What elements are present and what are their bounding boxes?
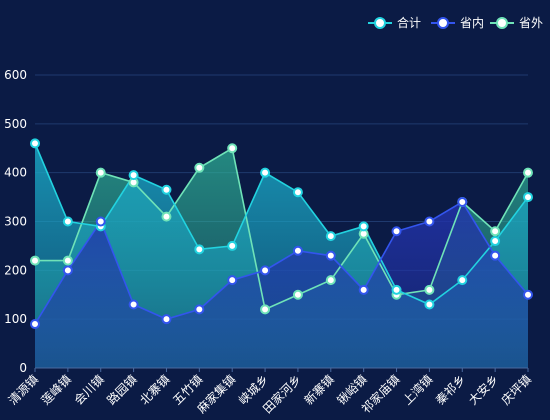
y-tick-label: 400 [4, 166, 27, 180]
data-point[interactable] [523, 289, 533, 300]
y-tick-label: 0 [19, 361, 27, 375]
legend-item[interactable]: 省外 [490, 16, 543, 30]
x-tick-label: 清源镇 [6, 372, 41, 407]
data-point[interactable] [62, 216, 73, 227]
data-point[interactable] [523, 167, 533, 178]
data-point[interactable] [95, 167, 106, 178]
y-tick-label: 100 [4, 312, 27, 326]
data-point[interactable] [161, 211, 172, 222]
x-tick-label: 大安乡 [465, 372, 501, 408]
data-point[interactable] [457, 275, 468, 286]
legend-marker [437, 17, 449, 29]
legend-item[interactable]: 合计 [368, 15, 421, 30]
y-tick-label: 200 [4, 263, 27, 277]
data-point[interactable] [490, 236, 501, 247]
x-tick-label: 路园镇 [104, 372, 140, 408]
data-point[interactable] [30, 319, 40, 330]
data-point[interactable] [325, 250, 336, 261]
legend-marker [496, 17, 508, 29]
series-line [34, 143, 529, 306]
data-point[interactable] [424, 299, 435, 310]
legend-label: 省外 [519, 16, 543, 30]
series-areas [35, 143, 528, 368]
data-point[interactable] [227, 240, 238, 251]
data-point[interactable] [62, 265, 73, 276]
series-lines [34, 143, 529, 325]
x-tick-label: 会川镇 [71, 372, 106, 407]
y-axis: 0 100 200 300 400 500 600 [4, 68, 27, 375]
data-point[interactable] [194, 244, 205, 255]
series-line [34, 200, 529, 325]
legend-item[interactable]: 省内 [431, 16, 484, 30]
data-point[interactable] [391, 284, 402, 295]
legend-marker [374, 17, 386, 29]
data-point[interactable] [424, 216, 435, 227]
data-point[interactable] [358, 221, 369, 232]
data-point[interactable] [62, 255, 73, 266]
x-tick-label: 北寨镇 [137, 372, 173, 408]
series-line [35, 146, 529, 311]
data-point[interactable] [30, 138, 40, 149]
data-point[interactable] [325, 231, 336, 242]
data-point[interactable] [457, 196, 468, 207]
x-tick-label: 新寨镇 [301, 372, 337, 408]
data-point[interactable] [260, 304, 271, 315]
x-tick-label: 上湾镇 [399, 372, 435, 408]
data-point[interactable] [128, 170, 139, 181]
data-point[interactable] [391, 226, 402, 237]
x-tick-label: 庆坪镇 [499, 372, 534, 407]
data-point[interactable] [227, 143, 238, 154]
data-point[interactable] [30, 255, 40, 266]
data-point[interactable] [523, 192, 533, 203]
data-point[interactable] [292, 289, 303, 300]
data-point[interactable] [292, 187, 303, 198]
data-point[interactable] [95, 216, 106, 227]
data-point[interactable] [490, 250, 501, 261]
data-point[interactable] [194, 304, 205, 315]
data-point[interactable] [260, 265, 271, 276]
data-point[interactable] [292, 245, 303, 256]
legend[interactable]: 合计 省内 省外 [368, 15, 543, 30]
data-point[interactable] [161, 184, 172, 195]
legend-label: 省内 [460, 16, 484, 30]
data-point[interactable] [161, 314, 172, 325]
x-axis: 清源镇莲峰镇会川镇路园镇北寨镇五竹镇麻家集镇峡城乡田家河乡新寨镇锹峪镇祁家庙镇上… [6, 367, 534, 416]
data-point[interactable] [260, 167, 271, 178]
x-tick-label: 秦祁乡 [432, 372, 468, 408]
y-tick-label: 500 [4, 117, 27, 131]
data-point[interactable] [424, 284, 435, 295]
legend-label: 合计 [397, 15, 421, 30]
data-point[interactable] [227, 275, 238, 286]
data-point[interactable] [490, 226, 501, 237]
y-tick-label: 600 [4, 68, 27, 82]
series-area [35, 201, 528, 368]
x-tick-label: 莲峰镇 [39, 372, 74, 407]
y-tick-label: 300 [4, 215, 27, 229]
series-points [30, 138, 533, 330]
data-point[interactable] [194, 162, 205, 173]
data-point[interactable] [325, 275, 336, 286]
data-point[interactable] [128, 299, 139, 310]
data-point[interactable] [358, 284, 369, 295]
